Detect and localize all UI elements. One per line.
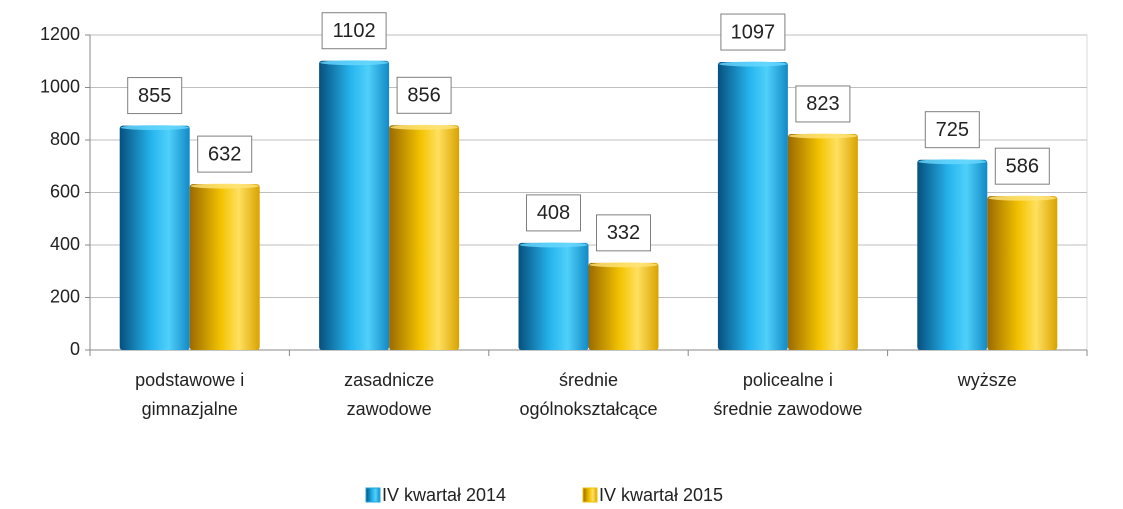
bar: [319, 60, 390, 350]
data-label-box: [596, 214, 651, 252]
data-label-box: [321, 12, 387, 50]
y-tick-label: 1200: [40, 24, 80, 44]
y-tick-label: 400: [50, 234, 80, 254]
y-tick-label: 800: [50, 129, 80, 149]
bar-top: [918, 159, 987, 165]
bar: [717, 62, 788, 350]
data-label-box: [197, 135, 253, 173]
bar-top: [390, 124, 459, 130]
data-label: 1097: [731, 21, 776, 43]
data-label: 823: [806, 93, 839, 115]
bar: [119, 125, 190, 350]
bar: [189, 184, 260, 350]
legend-label: IV kwartał 2014: [382, 485, 506, 505]
bar-top: [120, 125, 189, 131]
data-label: 856: [407, 85, 440, 107]
x-tick-label: zawodowe: [347, 399, 432, 419]
y-tick-label: 1000: [40, 76, 80, 96]
data-label: 408: [537, 202, 570, 224]
data-label-box: [924, 111, 980, 149]
bar-top: [320, 60, 389, 66]
legend-label: IV kwartał 2015: [599, 485, 723, 505]
data-label: 632: [208, 143, 241, 165]
legend-swatch: [365, 487, 381, 503]
y-tick-label: 200: [50, 286, 80, 306]
bar: [917, 159, 988, 350]
data-label-box: [795, 85, 851, 123]
bar-top: [589, 262, 658, 268]
bar: [787, 133, 858, 350]
data-label-box: [396, 76, 452, 114]
legend-swatch: [582, 487, 598, 503]
x-tick-label: podstawowe i: [135, 370, 244, 390]
x-tick-label: ogólnokształcące: [519, 399, 657, 419]
bar: [987, 196, 1058, 350]
y-tick-label: 600: [50, 181, 80, 201]
bar-top: [788, 133, 857, 139]
data-label-box: [127, 77, 183, 115]
x-tick-label: gimnazjalne: [142, 399, 238, 419]
bar-top: [988, 195, 1057, 201]
x-tick-label: policealne i: [743, 370, 833, 390]
bar: [389, 125, 460, 350]
data-label-box: [720, 13, 786, 51]
data-label: 332: [607, 222, 640, 244]
data-label: 586: [1006, 155, 1039, 177]
data-label: 1102: [333, 20, 376, 42]
x-tick-label: wyższe: [957, 370, 1017, 390]
data-label-box: [526, 194, 581, 232]
x-tick-label: średnie zawodowe: [713, 399, 862, 419]
y-tick-label: 0: [70, 339, 80, 359]
data-label: 855: [138, 85, 171, 107]
bar-top: [519, 242, 588, 248]
bar-top: [190, 183, 259, 189]
bar: [588, 262, 659, 350]
x-tick-label: zasadnicze: [344, 370, 434, 390]
bar-top: [718, 61, 787, 67]
data-label: 725: [936, 119, 969, 141]
bar: [518, 242, 589, 350]
x-tick-label: średnie: [559, 370, 618, 390]
data-label-box: [994, 147, 1050, 185]
